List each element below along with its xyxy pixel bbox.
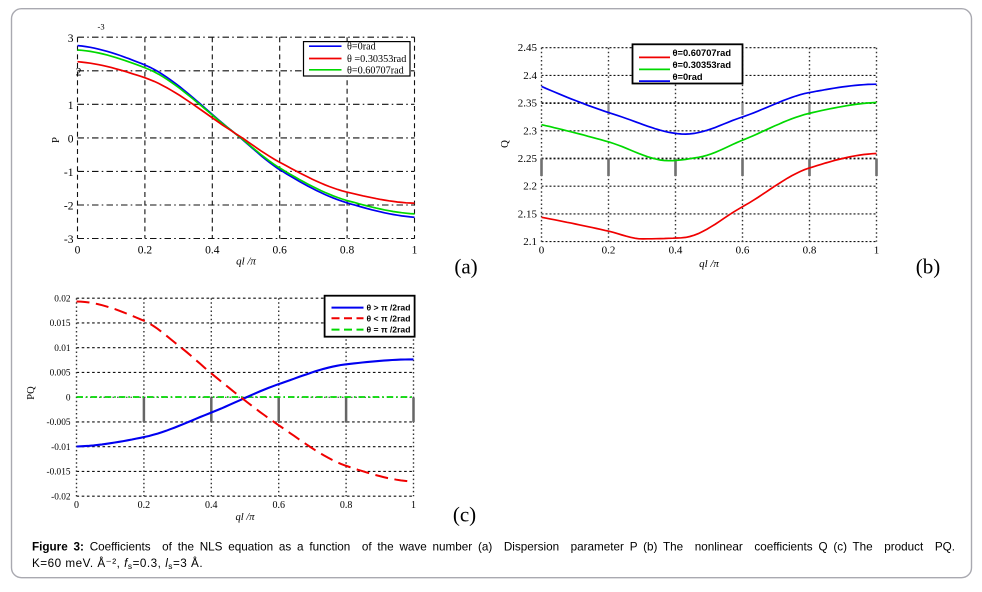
svg-text:θ > π /2rad: θ > π /2rad <box>367 303 411 313</box>
svg-text:-0.01: -0.01 <box>51 443 71 453</box>
svg-text:Figure 3: Coefficients of the: Figure 3: Coefficients of the NLS equati… <box>32 541 955 554</box>
svg-text:0: 0 <box>66 393 71 403</box>
svg-text:0.8: 0.8 <box>803 245 817 257</box>
svg-text:(a): (a) <box>454 255 477 279</box>
svg-text:θ < π /2rad: θ < π /2rad <box>367 313 411 323</box>
svg-text:(b): (b) <box>916 255 941 279</box>
svg-text:θ=0rad: θ=0rad <box>673 72 703 82</box>
svg-text:θ = π /2rad: θ = π /2rad <box>367 325 411 335</box>
svg-text:0.6: 0.6 <box>273 245 288 257</box>
svg-text:2.3: 2.3 <box>523 125 537 137</box>
svg-text:ql /π: ql /π <box>236 256 256 268</box>
svg-text:0.4: 0.4 <box>205 500 218 511</box>
svg-text:-0.005: -0.005 <box>46 418 70 428</box>
svg-text:P: P <box>50 137 62 143</box>
svg-text:θ=0.30353rad: θ=0.30353rad <box>673 60 732 70</box>
svg-text:2: 2 <box>76 66 82 78</box>
svg-text:ql /π: ql /π <box>236 512 256 523</box>
svg-text:0.015: 0.015 <box>50 319 71 329</box>
svg-text:1: 1 <box>68 100 74 112</box>
svg-text:Q: Q <box>499 140 511 148</box>
svg-text:0.8: 0.8 <box>340 245 355 257</box>
svg-text:0: 0 <box>75 245 81 257</box>
svg-text:2.4: 2.4 <box>523 70 537 82</box>
svg-text:2.2: 2.2 <box>523 181 537 193</box>
svg-text:1: 1 <box>411 500 416 511</box>
svg-text:0: 0 <box>539 245 545 257</box>
svg-text:-2: -2 <box>64 201 74 213</box>
svg-text:PQ: PQ <box>26 386 37 400</box>
svg-text:2.15: 2.15 <box>518 208 538 220</box>
svg-text:0: 0 <box>74 500 79 511</box>
svg-text:θ =0.30353rad: θ =0.30353rad <box>347 54 406 65</box>
svg-text:2.1: 2.1 <box>523 236 537 248</box>
svg-text:0.02: 0.02 <box>54 294 71 304</box>
svg-text:0.4: 0.4 <box>669 245 683 257</box>
svg-text:-3: -3 <box>64 234 74 246</box>
svg-text:K=60 meV. Å⁻², fs=0.3, ls=3 Å.: K=60 meV. Å⁻², fs=0.3, ls=3 Å. <box>32 557 203 571</box>
svg-text:0.8: 0.8 <box>340 500 353 511</box>
svg-text:0.6: 0.6 <box>272 500 285 511</box>
svg-text:0.6: 0.6 <box>736 245 750 257</box>
svg-text:0.2: 0.2 <box>138 500 151 511</box>
svg-text:-1: -1 <box>64 167 74 179</box>
svg-text:0: 0 <box>68 134 74 146</box>
svg-text:0.2: 0.2 <box>602 245 616 257</box>
svg-text:θ=0.60707rad: θ=0.60707rad <box>347 65 404 76</box>
svg-text:0.2: 0.2 <box>138 245 153 257</box>
svg-text:-3: -3 <box>98 22 105 32</box>
svg-text:1: 1 <box>412 245 418 257</box>
svg-text:2.35: 2.35 <box>518 98 538 110</box>
svg-text:θ=0rad: θ=0rad <box>347 42 376 53</box>
svg-text:0.4: 0.4 <box>205 245 220 257</box>
svg-text:ql /π: ql /π <box>699 258 719 270</box>
svg-text:1: 1 <box>874 245 880 257</box>
svg-text:3: 3 <box>68 33 74 45</box>
svg-text:-0.015: -0.015 <box>46 468 70 478</box>
svg-text:2.45: 2.45 <box>518 42 538 54</box>
svg-text:θ=0.60707rad: θ=0.60707rad <box>673 48 732 58</box>
svg-text:0.005: 0.005 <box>50 369 71 379</box>
svg-text:(c): (c) <box>453 503 476 527</box>
svg-text:-0.02: -0.02 <box>51 492 71 502</box>
svg-text:0.01: 0.01 <box>54 344 71 354</box>
svg-text:2.25: 2.25 <box>518 153 538 165</box>
